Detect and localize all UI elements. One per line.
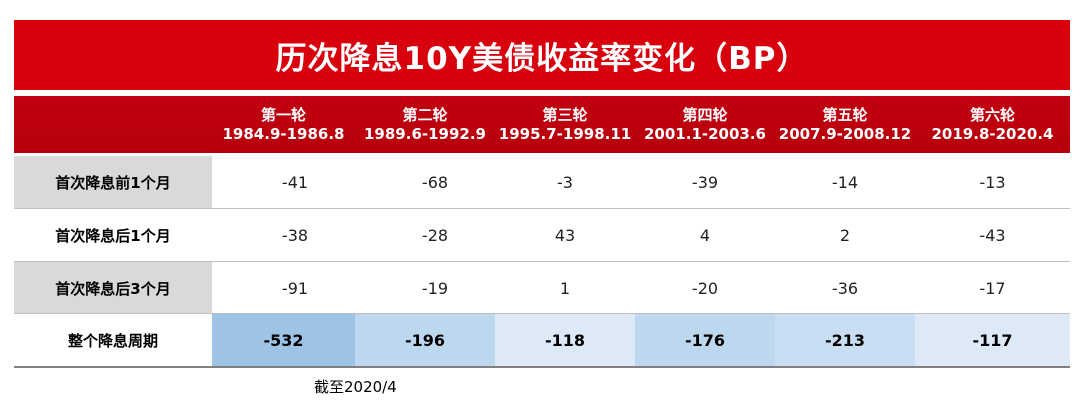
- table-header: 第一轮 1984.9-1986.8 第二轮 1989.6-1992.9 第三轮 …: [14, 96, 1070, 153]
- column-range: 1989.6-1992.9: [364, 124, 486, 143]
- table-cell: 2: [839, 225, 851, 245]
- column-header: 第五轮 2007.9-2008.12: [775, 96, 915, 153]
- table-cell: -19: [421, 278, 449, 298]
- table-cell: 4: [699, 225, 711, 245]
- column-range: 1995.7-1998.11: [498, 124, 632, 143]
- table-cell: -38: [281, 225, 309, 245]
- footnote: 截至2020/4: [314, 378, 397, 396]
- total-cell: -213: [775, 314, 915, 366]
- table-cell: -39: [691, 172, 719, 192]
- row-divider: [14, 313, 1070, 314]
- row-divider: [14, 261, 1070, 262]
- column-round: 第六轮: [969, 105, 1015, 124]
- table-cell: 1: [559, 278, 571, 298]
- column-header: 第六轮 2019.8-2020.4: [915, 96, 1070, 153]
- table-row: 首次降息后1个月 -38 -28 43 4 2 -43: [14, 209, 1070, 261]
- table-cell: -91: [281, 278, 309, 298]
- table-cell: -36: [831, 278, 859, 298]
- column-range: 1984.9-1986.8: [222, 124, 345, 143]
- table-cell: -41: [281, 172, 309, 192]
- column-round: 第三轮: [542, 105, 588, 124]
- column-round: 第五轮: [822, 105, 868, 124]
- table-row: 首次降息前1个月 -41 -68 -3 -39 -14 -13: [14, 156, 1070, 208]
- row-divider: [14, 208, 1070, 209]
- total-cell: -117: [915, 314, 1070, 366]
- table-cell: -20: [691, 278, 719, 298]
- column-header: 第四轮 2001.1-2003.6: [635, 96, 775, 153]
- column-header: 第二轮 1989.6-1992.9: [355, 96, 495, 153]
- page-title: 历次降息10Y美债收益率变化（BP）: [275, 40, 809, 77]
- column-range: 2007.9-2008.12: [778, 124, 912, 143]
- column-range: 2001.1-2003.6: [644, 124, 766, 143]
- table-cell: -14: [831, 172, 859, 192]
- table-cell: -43: [979, 225, 1006, 245]
- column-round: 第四轮: [682, 105, 728, 124]
- table-row: 首次降息后3个月 -91 -19 1 -20 -36 -17: [14, 262, 1070, 314]
- total-row: 整个降息周期 -532 -196 -118 -176 -213 -117: [14, 314, 1070, 366]
- table-cell: -28: [421, 225, 449, 245]
- total-cell: -118: [495, 314, 635, 366]
- table-cell: -17: [979, 278, 1006, 298]
- column-round: 第二轮: [402, 105, 448, 124]
- row-label: 首次降息前1个月: [14, 156, 212, 208]
- table-cell: 43: [554, 225, 576, 245]
- row-label: 整个降息周期: [14, 314, 212, 366]
- row-label: 首次降息后1个月: [14, 209, 212, 261]
- total-cell: -176: [635, 314, 775, 366]
- title-bar: 历次降息10Y美债收益率变化（BP）: [14, 20, 1070, 90]
- column-header: 第一轮 1984.9-1986.8: [212, 96, 355, 153]
- table-cell: -3: [557, 172, 573, 192]
- total-cell: -532: [212, 314, 355, 366]
- column-round: 第一轮: [260, 105, 306, 124]
- row-label: 首次降息后3个月: [14, 262, 212, 314]
- column-header: 第三轮 1995.7-1998.11: [495, 96, 635, 153]
- table-bottom-rule: [14, 366, 1070, 368]
- table-cell: -68: [421, 172, 449, 192]
- table-cell: -13: [979, 172, 1006, 192]
- column-range: 2019.8-2020.4: [931, 124, 1054, 143]
- total-cell: -196: [355, 314, 495, 366]
